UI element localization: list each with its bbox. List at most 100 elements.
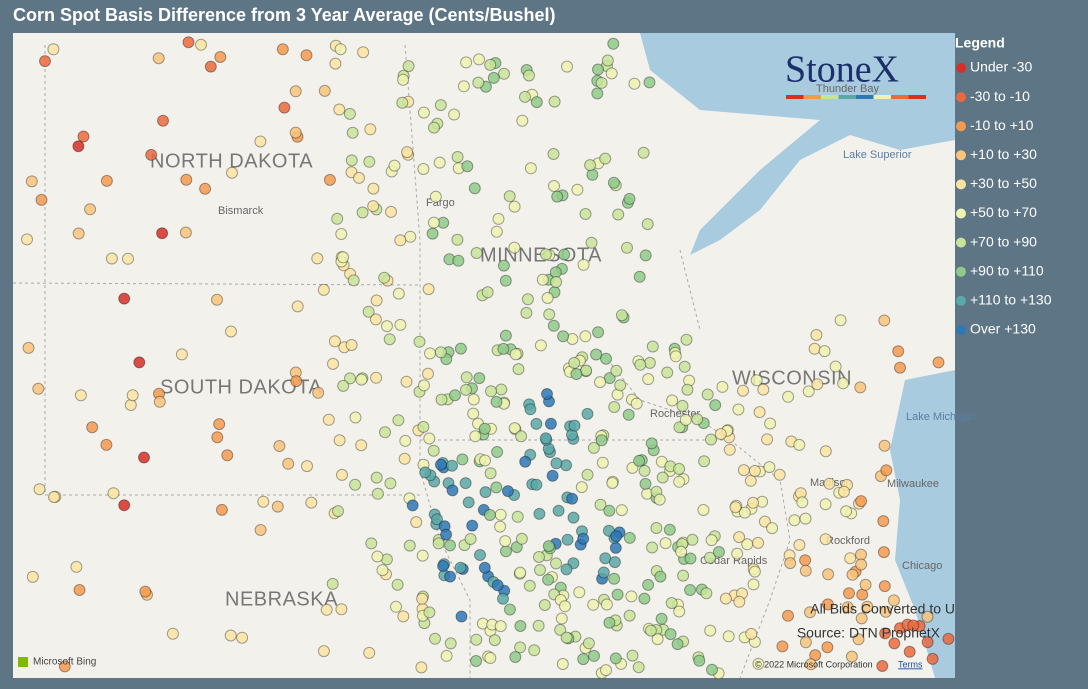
bid-dot xyxy=(837,377,850,390)
bid-dot xyxy=(434,346,447,359)
bid-dot xyxy=(157,114,169,127)
bid-dot xyxy=(488,634,501,647)
bid-dot xyxy=(921,636,934,649)
bid-dot xyxy=(632,661,645,674)
bid-dot xyxy=(821,598,834,611)
bid-dot xyxy=(371,487,384,500)
bid-dot xyxy=(322,413,335,426)
bid-dot xyxy=(664,628,677,641)
bid-dot xyxy=(841,601,854,614)
bid-dot xyxy=(714,428,727,440)
bid-dot xyxy=(215,503,228,516)
bid-dot xyxy=(498,67,510,80)
bid-dot xyxy=(594,498,607,511)
map-label: Rockford xyxy=(826,535,870,547)
bid-dot xyxy=(520,306,533,319)
bid-dot xyxy=(452,254,465,267)
terms-link[interactable]: Terms xyxy=(898,659,923,669)
bid-dot xyxy=(500,545,512,558)
bid-dot xyxy=(357,46,370,59)
bid-dot xyxy=(481,286,494,299)
bid-dot xyxy=(153,395,166,408)
bid-dot xyxy=(804,606,816,619)
bid-dot xyxy=(454,561,467,574)
bid-dot xyxy=(355,373,368,386)
bid-dot xyxy=(124,399,137,411)
map-label: Cedar Rapids xyxy=(700,555,768,567)
bid-dot xyxy=(84,203,97,216)
bid-dot xyxy=(349,478,362,491)
bid-dot xyxy=(684,552,697,565)
bid-dot xyxy=(291,300,304,313)
bid-dot xyxy=(419,466,432,479)
legend-marker xyxy=(956,63,966,73)
bid-dot xyxy=(608,401,621,413)
bid-dot xyxy=(633,270,646,283)
bid-dot xyxy=(456,453,469,466)
bid-dot xyxy=(581,468,594,481)
bid-dot xyxy=(666,394,679,407)
bid-dot xyxy=(802,385,815,398)
bid-dot xyxy=(490,481,503,494)
bid-dot xyxy=(573,586,586,599)
bid-dot xyxy=(570,368,583,380)
legend-marker xyxy=(956,237,966,248)
note: Source: DTN ProphetX xyxy=(797,625,941,641)
bid-dot xyxy=(625,590,638,603)
bid-dot xyxy=(796,496,809,509)
bid-dot xyxy=(335,603,348,616)
bid-dot xyxy=(478,561,491,574)
bid-dot xyxy=(499,274,512,287)
bid-dot xyxy=(100,174,113,187)
bid-dot xyxy=(614,379,627,392)
bid-dot xyxy=(567,511,580,524)
bid-dot xyxy=(855,548,867,561)
bid-dot xyxy=(809,649,822,662)
bid-dot xyxy=(394,318,407,331)
bid-dot xyxy=(575,481,588,494)
bid-dot xyxy=(551,190,564,203)
bid-dot xyxy=(673,475,686,488)
bid-dot xyxy=(467,407,480,420)
bid-dot xyxy=(680,333,693,346)
lake-superior xyxy=(640,33,955,255)
bid-dot xyxy=(843,587,855,600)
bid-dot xyxy=(560,563,573,576)
bid-dot xyxy=(301,460,313,473)
bid-dot xyxy=(508,200,521,213)
bid-dot xyxy=(673,605,686,618)
bid-dot xyxy=(829,360,842,373)
bid-dot xyxy=(609,652,622,665)
bid-dot xyxy=(622,408,635,421)
bid-dot xyxy=(810,329,823,341)
bid-dot xyxy=(661,366,674,379)
bid-dot xyxy=(454,342,467,355)
bid-dot xyxy=(457,80,470,93)
bid-dot xyxy=(444,539,456,552)
legend-label: Under -30 xyxy=(970,59,1032,75)
bid-dot xyxy=(750,374,763,387)
bid-dot xyxy=(596,456,609,469)
bid-dot xyxy=(654,570,667,583)
bid-dot xyxy=(343,107,356,120)
bid-dot xyxy=(546,469,559,482)
bid-dot xyxy=(747,578,760,591)
map-label: SOUTH DAKOTA xyxy=(160,376,322,398)
bid-dot xyxy=(508,422,521,435)
bid-dot xyxy=(766,522,779,535)
bid-dot xyxy=(26,570,39,583)
bid-dot xyxy=(328,335,341,348)
bid-dot xyxy=(204,60,217,73)
bid-dot xyxy=(327,357,339,370)
bid-dot xyxy=(644,624,657,637)
bid-dot xyxy=(840,505,853,518)
bid-dot xyxy=(347,274,360,287)
bid-dot xyxy=(345,154,358,167)
bid-dot xyxy=(586,168,599,181)
map-label: Milwaukee xyxy=(887,478,939,490)
bid-dot xyxy=(72,227,85,240)
bid-dot xyxy=(497,259,510,272)
bid-dot xyxy=(819,445,832,458)
